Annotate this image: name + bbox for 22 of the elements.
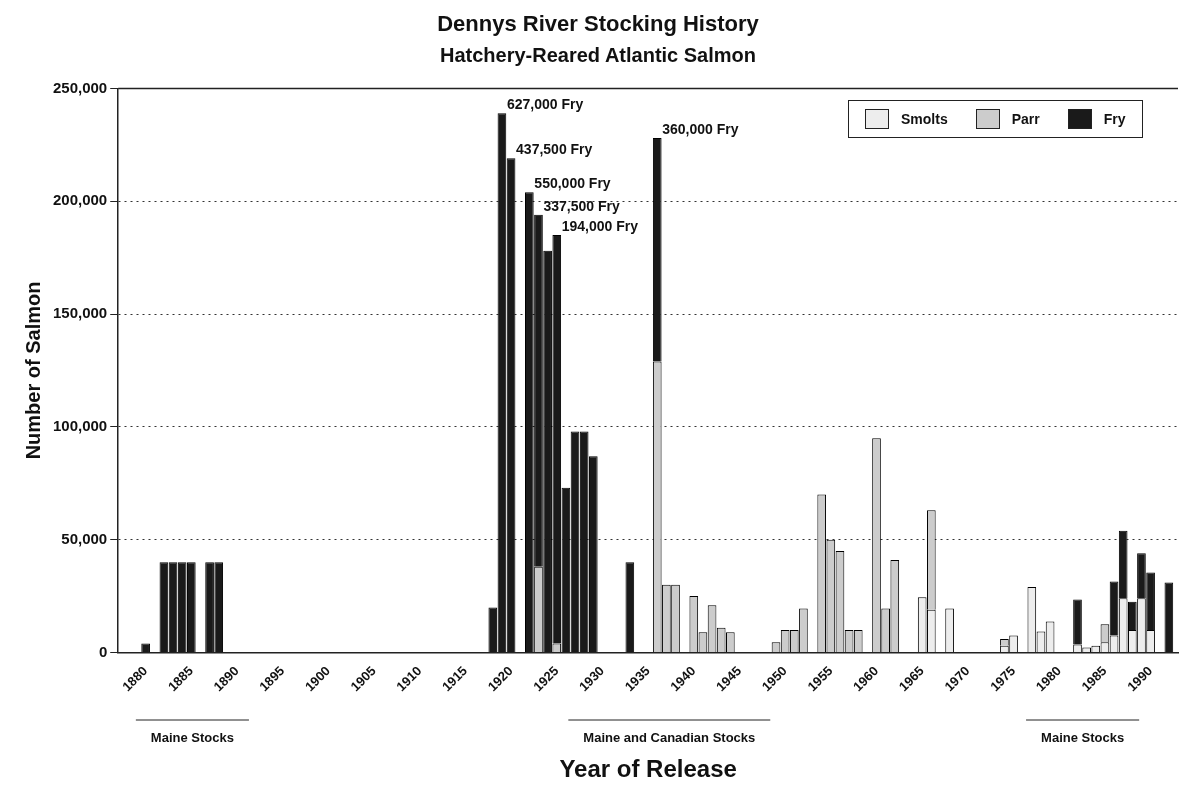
annotation: 194,000 Fry	[561, 217, 639, 234]
chart-subtitle: Hatchery-Reared Atlantic Salmon	[439, 43, 757, 66]
annotation: 360,000 Fry	[662, 120, 739, 137]
y-tick-label: 100,000	[52, 417, 108, 435]
legend-label: Smolts	[901, 111, 948, 128]
y-tick-label: 0	[98, 642, 108, 660]
text: Maine and Canadian Stocks	[583, 730, 756, 746]
text: Maine Stocks	[150, 730, 234, 746]
x-axis-title: Year of Release	[559, 754, 737, 782]
annotation: 550,000 Fry	[534, 175, 611, 192]
annotation: 437,500 Fry	[516, 141, 593, 158]
chart-title: Dennys River Stocking History	[437, 11, 760, 37]
y-tick-label: 250,000	[52, 78, 108, 96]
y-axis-title: Number of Salmon	[21, 281, 44, 460]
legend-label: Parr	[1011, 111, 1040, 128]
y-tick-label: 50,000	[61, 529, 108, 547]
annotation: 337,500 Fry	[543, 197, 620, 214]
legend-label: Fry	[1103, 111, 1126, 128]
y-tick-label: 200,000	[52, 191, 108, 209]
y-tick-label: 150,000	[52, 304, 108, 322]
text: Maine Stocks	[1041, 730, 1125, 746]
annotation: 627,000 Fry	[506, 96, 584, 113]
